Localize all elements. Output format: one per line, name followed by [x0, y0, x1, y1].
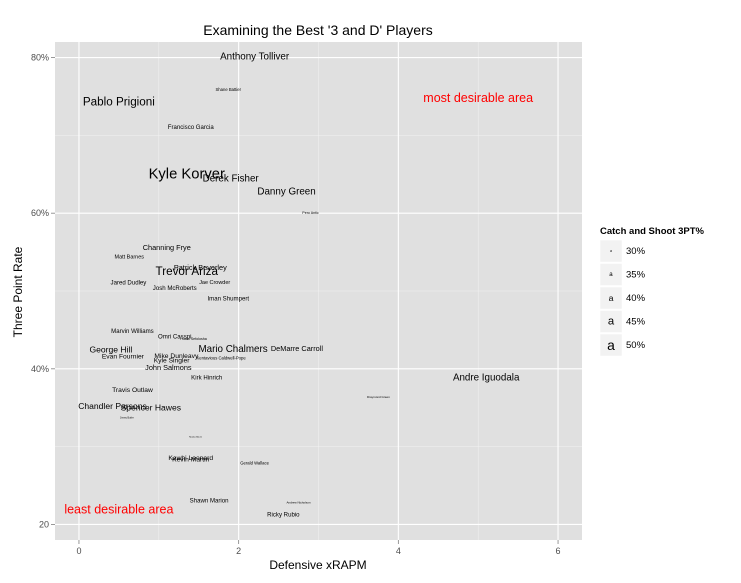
x-tick-label: 0 [76, 546, 81, 556]
legend-key-box [599, 333, 623, 357]
legend-key-box [599, 239, 623, 263]
x-axis-title: Defensive xRAPM [269, 558, 366, 572]
point-label: Matt Barnes [115, 255, 145, 261]
point-label: Francisco Garcia [168, 124, 215, 131]
point-label: DeMarre Carroll [271, 344, 323, 353]
point-label: Kawhi Leonard [168, 455, 213, 462]
point-label: Jared Dudley [111, 280, 148, 287]
point-label: Gerald Wallace [240, 460, 269, 465]
point-label: Kentavious Caldwell-Pope [196, 355, 246, 360]
legend-key-symbol: a [607, 337, 615, 353]
point-label: Anthony Tolliver [220, 51, 290, 62]
legend-key-label: 40% [626, 293, 646, 304]
area-annotation: least desirable area [64, 503, 173, 517]
point-label: Kevin Martin [172, 456, 210, 463]
point-label: Kyle Singler [154, 358, 191, 365]
major-gridlines [55, 42, 582, 540]
chart-title: Examining the Best '3 and D' Players [203, 22, 432, 38]
legend-keys: a 30% a 35% a 40% a 45% a 50% [599, 239, 646, 357]
y-tick-label: 80% [31, 53, 49, 63]
point-label: Nicolas Batum [189, 435, 202, 438]
point-label: Thabo Sefolosha [179, 337, 206, 341]
y-tick-label: 20 [39, 519, 49, 529]
size-legend: Catch and Shoot 3PT% a 30% a 35% a 40% a 45% a 50… [599, 226, 705, 357]
point-label: George Hill [89, 344, 132, 354]
legend-key-symbol: a [610, 249, 612, 253]
area-annotation: most desirable area [423, 91, 533, 105]
point-label: Marvin Williams [111, 328, 154, 335]
point-label: Shane Battier [215, 87, 241, 92]
legend-key-label: 35% [626, 270, 646, 281]
point-label: Pablo Prigioni [83, 95, 155, 108]
point-label: Mike Dunleavy [154, 353, 199, 360]
point-label: Mario Chalmers [198, 344, 267, 355]
point-label: Evan Fournier [102, 354, 145, 361]
y-tick-label: 60% [31, 208, 49, 218]
point-label: Trevor Ariza [156, 265, 219, 278]
legend-key-label: 30% [626, 246, 646, 257]
legend-key-box [599, 310, 623, 333]
legend-key-label: 45% [626, 317, 646, 328]
minor-gridlines [55, 42, 582, 540]
point-label: Patrick Beverley [174, 263, 227, 272]
point-label: Iman Shumpert [207, 295, 249, 302]
point-label: John Salmons [145, 363, 192, 372]
x-axis-ticks: 0 2 4 6 [76, 540, 561, 556]
legend-key-label: 50% [626, 340, 646, 351]
legend-key-symbol: a [608, 316, 615, 328]
y-axis-title: Three Point Rate [11, 246, 25, 337]
point-label: Kirk Hinrich [191, 375, 222, 382]
point-label: Josh McRoberts [153, 285, 197, 292]
point-label: Ricky Rubio [267, 512, 300, 519]
data-points: Anthony Tolliver Shane Battier Pablo Prigi… [78, 51, 520, 518]
point-label: Spencer Hawes [121, 403, 181, 413]
point-label: Derek Fisher [203, 173, 260, 184]
point-label: Jae Crowder [199, 280, 230, 286]
point-label: Channing Frye [143, 243, 191, 252]
point-label: Jimmy Butler [120, 416, 134, 419]
legend-key-box [599, 286, 623, 310]
point-label: Omri Casspi [158, 333, 191, 340]
point-label: Travis Outlaw [112, 387, 153, 394]
annotations: most desirable area least desirable area [64, 91, 533, 517]
legend-key-symbol: a [609, 293, 614, 303]
point-label: Kyle Korver [149, 166, 225, 182]
point-label: Draymond Green [367, 395, 390, 399]
point-label: Pero Antic [302, 211, 319, 215]
point-label: Danny Green [257, 187, 315, 198]
point-label: Shawn Marion [190, 498, 229, 505]
x-tick-label: 2 [236, 546, 241, 556]
x-tick-label: 4 [396, 546, 401, 556]
y-axis-ticks: 20 40% 60% 80% [31, 53, 55, 529]
y-tick-label: 40% [31, 364, 49, 374]
point-label: Andrew Nicholson [287, 501, 311, 505]
point-label: Chandler Parsons [78, 401, 147, 411]
x-tick-label: 6 [556, 546, 561, 556]
point-label: Andre Iguodala [453, 373, 520, 384]
legend-title: Catch and Shoot 3PT% [600, 226, 705, 237]
legend-key-box [599, 263, 623, 286]
legend-key-symbol: a [609, 271, 613, 278]
